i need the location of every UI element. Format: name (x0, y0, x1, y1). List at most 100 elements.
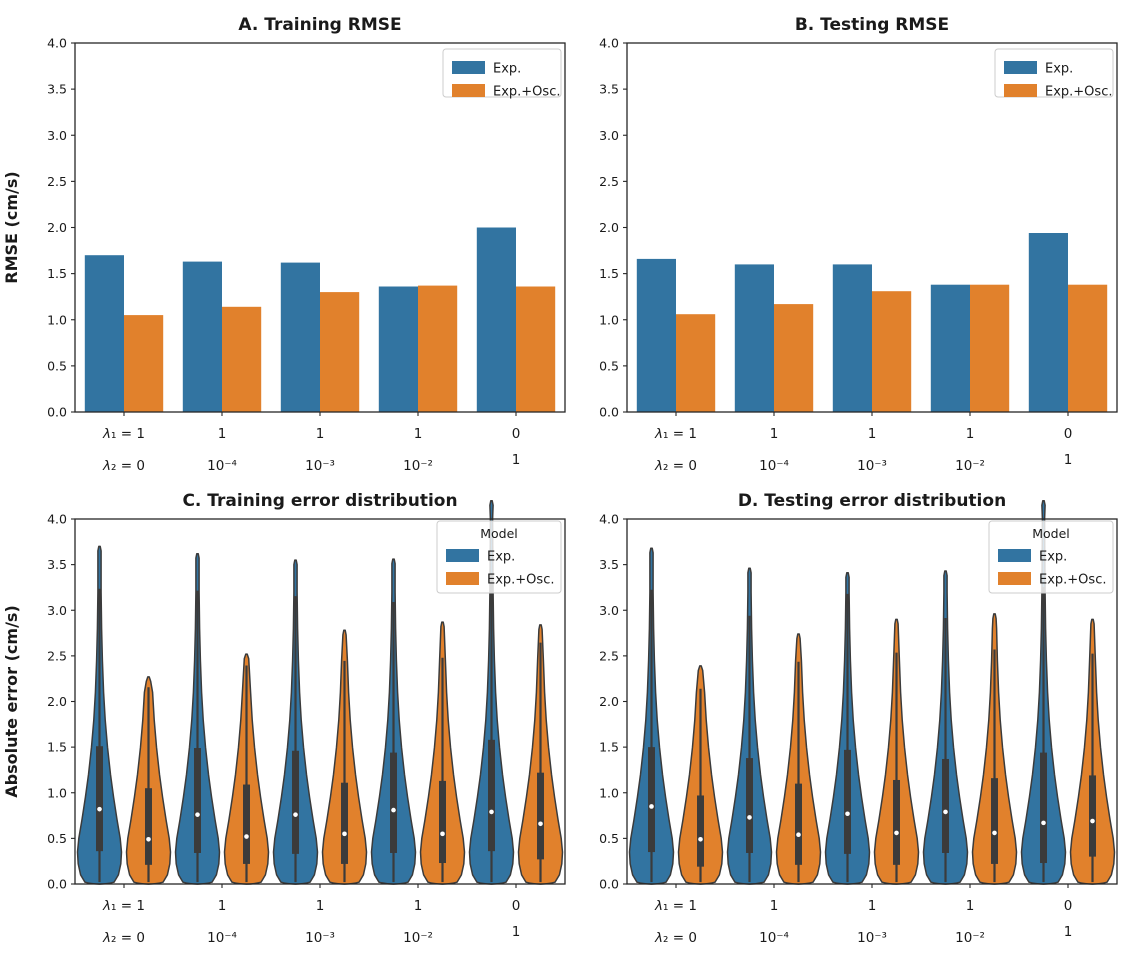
x-category-lambda1: 1 (868, 426, 877, 442)
y-tick-label: 3.0 (599, 128, 619, 143)
violin-exp--1 (726, 567, 773, 885)
x-category-lambda2: 10⁻⁴ (207, 930, 237, 946)
x-category-lambda1: 1 (414, 898, 423, 914)
x-category-lambda2: 1 (1064, 924, 1073, 940)
y-tick-label: 0.0 (47, 405, 67, 420)
bar-exp--4 (476, 227, 516, 412)
x-category-lambda1: 1 (770, 426, 779, 442)
violin-exp-osc--1 (223, 653, 270, 885)
violin-exp--1 (174, 552, 221, 885)
y-tick-label: 4.0 (599, 512, 619, 527)
y-tick-label: 2.0 (599, 694, 619, 709)
x-category-lambda2: 10⁻² (955, 930, 985, 946)
x-category-lambda1: 0 (1064, 426, 1073, 442)
chart-testing-rmse: 0.0 0.5 1.0 1.5 2.0 2.5 3.0 3.5 4.0 λ₁ = 1 λ₂ = 0 1… (599, 15, 1118, 474)
violin-exp-osc--3 (419, 621, 466, 885)
violin-exp-osc--0 (125, 676, 172, 885)
x-category-lambda2: λ₂ = 0 (102, 930, 145, 946)
y-tick-label: 2.5 (47, 648, 67, 663)
violin-exp--4 (468, 500, 515, 885)
violin-median-dot (649, 804, 654, 809)
bar-exp-osc--4 (1068, 284, 1108, 412)
violin-iqr-box (439, 780, 446, 864)
chart-testing-error-distribution: 0.0 0.5 1.0 1.5 2.0 2.5 3.0 3.5 4.0 λ₁ = 1 λ₂ = 0 1… (599, 491, 1118, 946)
x-category-lambda1: 0 (1064, 898, 1073, 914)
x-category-lambda2: λ₂ = 0 (654, 930, 697, 946)
y-tick-label: 0.0 (47, 877, 67, 892)
violin-median-dot (992, 830, 997, 836)
violin-exp-osc--2 (321, 629, 368, 885)
violin-median-dot (747, 815, 752, 820)
plot-marks (84, 227, 556, 412)
x-category-lambda1: 1 (316, 898, 325, 914)
violin-median-dot (943, 809, 948, 815)
legend-swatch-exp-osc (998, 572, 1031, 585)
y-tick-label: 0.5 (599, 831, 619, 846)
x-category-lambda2: 10⁻⁴ (759, 930, 789, 946)
x-category-lambda2: 10⁻² (403, 458, 433, 474)
bar-exp-osc--2 (320, 292, 360, 412)
y-tick-label: 0.5 (599, 358, 619, 373)
y-tick-label: 1.0 (47, 785, 67, 800)
violin-exp--2 (272, 559, 319, 885)
x-category-lambda2: 10⁻² (955, 458, 985, 474)
violin-iqr-box (893, 779, 900, 865)
legend-label-exp: Exp. (1039, 550, 1067, 565)
y-axis-label: Absolute error (cm/s) (2, 605, 21, 798)
legend-label-exp: Exp. (1045, 62, 1073, 77)
legend: Model Exp. Exp.+Osc. (436, 520, 562, 594)
bar-exp--1 (182, 261, 222, 412)
panel-title: A. Training RMSE (238, 15, 401, 35)
violin-median-dot (195, 812, 200, 817)
violin-iqr-box (341, 782, 348, 864)
y-tick-label: 0.5 (47, 831, 67, 846)
violin-median-dot (698, 836, 703, 842)
bar-exp--0 (636, 258, 676, 412)
legend-swatch-exp (446, 549, 479, 562)
bar-exp--3 (930, 284, 970, 412)
legend: Exp. Exp.+Osc. (442, 48, 562, 100)
legend-swatch-exp-osc (452, 84, 485, 97)
violin-iqr-box (292, 750, 299, 854)
y-tick-label: 1.5 (599, 266, 619, 281)
y-tick-label: 2.5 (599, 174, 619, 189)
y-tick-label: 4.0 (47, 512, 67, 527)
violin-exp--0 (76, 545, 123, 885)
plot-marks (76, 500, 564, 885)
bar-exp-osc--4 (516, 286, 556, 412)
y-tick-label: 3.0 (47, 128, 67, 143)
legend-title: Model (1032, 526, 1070, 541)
x-category-lambda2: 10⁻² (403, 930, 433, 946)
y-tick-label: 0.5 (47, 358, 67, 373)
x-category-lambda2: 1 (512, 452, 521, 468)
violin-iqr-box (194, 748, 201, 853)
bar-exp-osc--0 (676, 314, 716, 412)
x-category-lambda1: 1 (868, 898, 877, 914)
panel-title: C. Training error distribution (182, 491, 457, 511)
violin-exp-osc--2 (873, 618, 920, 885)
x-category-lambda2: 1 (1064, 452, 1073, 468)
violin-iqr-box (991, 778, 998, 864)
violin-iqr-box (942, 758, 949, 853)
plot-marks (636, 233, 1108, 412)
y-tick-label: 2.5 (599, 648, 619, 663)
panel-title: B. Testing RMSE (795, 15, 949, 35)
violin-iqr-box (648, 747, 655, 853)
violin-median-dot (244, 834, 249, 839)
y-tick-label: 3.5 (47, 557, 67, 572)
y-tick-label: 2.5 (47, 174, 67, 189)
violin-iqr-box (844, 749, 851, 854)
violin-median-dot (97, 806, 102, 812)
violin-median-dot (1041, 820, 1046, 826)
violin-median-dot (894, 830, 899, 836)
x-category-lambda1: λ₁ = 1 (654, 426, 697, 442)
y-tick-label: 2.0 (47, 220, 67, 235)
y-tick-label: 1.5 (599, 740, 619, 755)
x-category-lambda1: λ₁ = 1 (102, 426, 145, 442)
violin-median-dot (146, 836, 151, 842)
violin-iqr-box (537, 772, 544, 860)
bar-exp-osc--2 (872, 291, 912, 412)
y-tick-label: 1.5 (47, 266, 67, 281)
panel-title: D. Testing error distribution (738, 491, 1006, 511)
